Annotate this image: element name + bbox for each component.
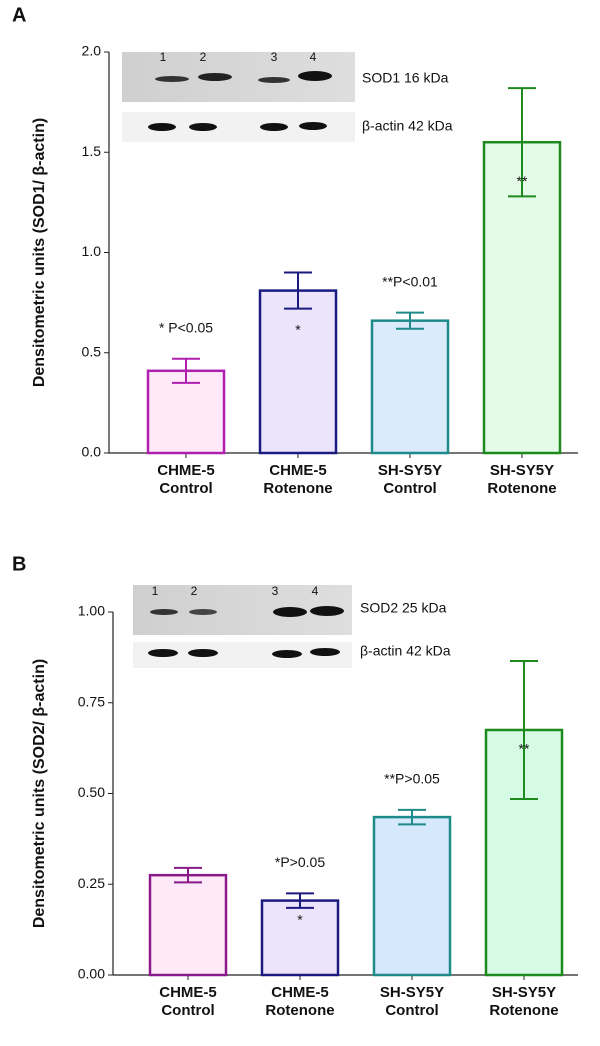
y-tick-label: 0.25 (78, 875, 105, 891)
x-tick-label: CHME-5 (159, 984, 217, 1001)
bar (146, 369, 226, 455)
blot-band (198, 73, 232, 81)
significance-label: * P<0.05 (159, 319, 213, 335)
lane-label: 4 (312, 584, 319, 598)
blot-band (148, 123, 176, 131)
blot-label: β-actin 42 kDa (360, 643, 451, 659)
blot-band (150, 609, 178, 615)
x-tick-label: SH-SY5Y (380, 984, 444, 1001)
x-tick-label: Rotenone (487, 480, 556, 497)
significance-mark: ** (519, 741, 530, 757)
y-tick-label: 0.0 (82, 444, 102, 460)
lane-label: 3 (271, 50, 278, 64)
x-tick-label: CHME-5 (157, 462, 215, 479)
bar (258, 289, 338, 455)
panel-label: B (12, 553, 26, 575)
y-axis-label: Densitometric units (SOD2/ β-actin) (31, 659, 48, 928)
blot-band (273, 607, 307, 617)
lane-label: 1 (152, 584, 159, 598)
y-tick-label: 0.50 (78, 784, 105, 800)
blot-band (299, 122, 327, 130)
significance-label: **P>0.05 (384, 771, 440, 787)
x-tick-label: Control (161, 1002, 214, 1019)
x-tick-label: Rotenone (265, 1002, 334, 1019)
blot-band (310, 606, 344, 616)
x-tick-label: Control (383, 480, 436, 497)
bar (260, 899, 340, 977)
x-tick-label: CHME-5 (269, 462, 327, 479)
x-tick-label: SH-SY5Y (492, 984, 556, 1001)
bar (370, 319, 450, 455)
x-tick-label: CHME-5 (271, 984, 329, 1001)
y-tick-label: 1.00 (78, 603, 105, 619)
lane-label: 4 (310, 50, 317, 64)
lane-label: 2 (191, 584, 198, 598)
x-tick-label: SH-SY5Y (378, 462, 442, 479)
y-tick-label: 0.00 (78, 966, 105, 982)
significance-label: **P<0.01 (382, 273, 438, 289)
bar (372, 815, 452, 977)
x-tick-label: SH-SY5Y (490, 462, 554, 479)
blot-band (298, 71, 332, 81)
y-axis-label: Densitometric units (SOD1/ β-actin) (31, 118, 48, 387)
blot-label: β-actin 42 kDa (362, 118, 453, 134)
x-tick-label: Control (385, 1002, 438, 1019)
x-tick-label: Rotenone (489, 1002, 558, 1019)
significance-label: *P>0.05 (275, 854, 325, 870)
bar (148, 873, 228, 977)
blot-band (155, 76, 189, 82)
blot-band (258, 77, 290, 83)
y-tick-label: 1.0 (82, 243, 102, 259)
blot-label: SOD1 16 kDa (362, 70, 449, 86)
blot-band (310, 648, 340, 656)
y-tick-label: 0.75 (78, 693, 105, 709)
lane-label: 1 (160, 50, 167, 64)
panel-label: A (12, 4, 26, 26)
lane-label: 3 (272, 584, 279, 598)
significance-mark: * (297, 911, 303, 927)
blot-band (189, 123, 217, 131)
x-tick-label: Rotenone (263, 480, 332, 497)
lane-label: 2 (200, 50, 207, 64)
y-tick-label: 0.5 (82, 343, 102, 359)
y-tick-label: 2.0 (82, 43, 102, 59)
y-tick-label: 1.5 (82, 143, 102, 159)
blot-band (188, 649, 218, 657)
blot-band (272, 650, 302, 658)
blot-label: SOD2 25 kDa (360, 600, 447, 616)
blot-band (148, 649, 178, 657)
blot-band (189, 609, 217, 615)
significance-mark: * (295, 321, 301, 337)
x-tick-label: Control (159, 480, 212, 497)
significance-mark: ** (517, 173, 528, 189)
blot-band (260, 123, 288, 131)
